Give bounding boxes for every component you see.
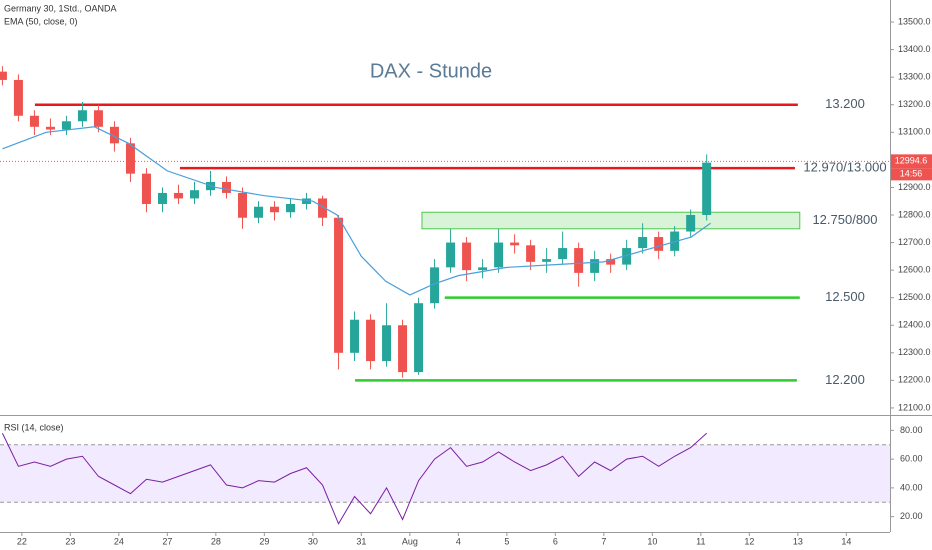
x-tick-label: 23 bbox=[65, 536, 75, 546]
candle-body bbox=[430, 267, 440, 304]
rsi-tick-label: 60.00 bbox=[900, 454, 923, 464]
y-tick-label: 12500.0 bbox=[898, 292, 931, 302]
y-tick-label: 12700.0 bbox=[898, 237, 931, 247]
indicator-label: EMA (50, close, 0) bbox=[4, 16, 78, 26]
candle-body bbox=[542, 259, 552, 262]
price-tag-label: 12994.6 bbox=[895, 156, 928, 166]
candle-body bbox=[254, 206, 264, 218]
countdown-label: 14:56 bbox=[900, 169, 923, 179]
candle-body bbox=[638, 237, 648, 249]
candle-body bbox=[366, 319, 376, 362]
rsi-line bbox=[1, 432, 707, 525]
candle-body bbox=[157, 192, 167, 204]
candle-body bbox=[93, 110, 103, 127]
candle-body bbox=[109, 126, 119, 144]
candle-body bbox=[45, 126, 55, 130]
candle-body bbox=[590, 259, 600, 273]
chart-title: DAX - Stunde bbox=[370, 60, 492, 82]
candle-body bbox=[238, 192, 248, 218]
x-tick-label: 7 bbox=[601, 536, 606, 546]
symbol-label: Germany 30, 1Std., OANDA bbox=[4, 3, 117, 13]
candle-body bbox=[350, 319, 360, 353]
y-tick-label: 12100.0 bbox=[898, 402, 931, 412]
candle-body bbox=[526, 245, 536, 262]
candle-body bbox=[574, 248, 584, 273]
x-tick-label: 28 bbox=[211, 536, 221, 546]
candle-body bbox=[0, 71, 7, 80]
level-label: 13.200 bbox=[825, 96, 865, 111]
candle-body bbox=[686, 214, 696, 232]
x-tick-label: 31 bbox=[356, 536, 366, 546]
level-label: 12.200 bbox=[825, 372, 865, 387]
candle-body bbox=[462, 242, 472, 271]
candle-body bbox=[286, 203, 296, 213]
y-tick-label: 12800.0 bbox=[898, 209, 931, 219]
rsi-tick-label: 40.00 bbox=[900, 482, 923, 492]
level-label: 12.500 bbox=[825, 289, 865, 304]
x-tick-label: 30 bbox=[308, 536, 318, 546]
candle-body bbox=[478, 267, 488, 271]
candle-body bbox=[558, 248, 568, 260]
x-tick-label: 11 bbox=[696, 536, 705, 546]
candle-body bbox=[622, 248, 632, 265]
candle-body bbox=[510, 242, 520, 246]
candle-body bbox=[382, 325, 392, 362]
rsi-label: RSI (14, close) bbox=[4, 422, 64, 432]
candle-body bbox=[398, 325, 408, 373]
rsi-tick-label: 80.00 bbox=[900, 425, 923, 435]
y-tick-label: 12200.0 bbox=[898, 375, 931, 385]
level-label: 12.750/800 bbox=[812, 212, 877, 227]
candle-body bbox=[414, 303, 424, 373]
candle-body bbox=[302, 198, 312, 204]
x-tick-label: 13 bbox=[793, 536, 803, 546]
zone bbox=[421, 211, 801, 230]
candle-body bbox=[189, 190, 199, 199]
y-tick-label: 12900.0 bbox=[898, 182, 931, 192]
y-tick-label: 13300.0 bbox=[898, 72, 931, 82]
x-tick-label: 29 bbox=[259, 536, 269, 546]
rsi-tick-label: 20.00 bbox=[900, 511, 923, 521]
x-tick-label: 27 bbox=[162, 536, 172, 546]
candle-body bbox=[318, 198, 328, 218]
price-tag bbox=[891, 154, 932, 169]
candle-body bbox=[173, 192, 183, 199]
y-tick-label: 13100.0 bbox=[898, 127, 931, 137]
candle-body bbox=[606, 259, 616, 265]
candle-body bbox=[125, 143, 135, 174]
candle-body bbox=[61, 121, 71, 130]
countdown-tag bbox=[891, 168, 932, 181]
rsi-band bbox=[0, 444, 890, 503]
y-tick-label: 13400.0 bbox=[898, 44, 931, 54]
candle-body bbox=[334, 217, 344, 353]
y-tick-label: 12300.0 bbox=[898, 347, 931, 357]
candle-body bbox=[270, 206, 280, 213]
candle-body bbox=[446, 242, 456, 268]
candle-body bbox=[494, 242, 504, 268]
candle-body bbox=[77, 110, 87, 122]
level-label: 12.970/13.000 bbox=[803, 160, 886, 175]
x-tick-label: Aug bbox=[402, 536, 418, 546]
y-tick-label: 13200.0 bbox=[898, 99, 931, 109]
x-tick-label: 22 bbox=[17, 536, 27, 546]
candle-body bbox=[702, 162, 712, 215]
x-tick-label: 24 bbox=[114, 536, 124, 546]
x-tick-label: 4 bbox=[456, 536, 461, 546]
candle-body bbox=[29, 115, 39, 127]
x-tick-label: 6 bbox=[553, 536, 558, 546]
ema-line bbox=[2, 126, 711, 296]
x-tick-label: 5 bbox=[504, 536, 509, 546]
candle-body bbox=[141, 173, 151, 204]
x-tick-label: 10 bbox=[647, 536, 657, 546]
y-tick-label: 12600.0 bbox=[898, 264, 931, 274]
y-tick-label: 12400.0 bbox=[898, 320, 931, 330]
candle-body bbox=[13, 79, 23, 116]
candle-body bbox=[654, 237, 664, 251]
x-tick-label: 12 bbox=[744, 536, 754, 546]
x-tick-label: 14 bbox=[841, 536, 851, 546]
y-tick-label: 13500.0 bbox=[898, 16, 931, 26]
candle-body bbox=[222, 181, 232, 193]
